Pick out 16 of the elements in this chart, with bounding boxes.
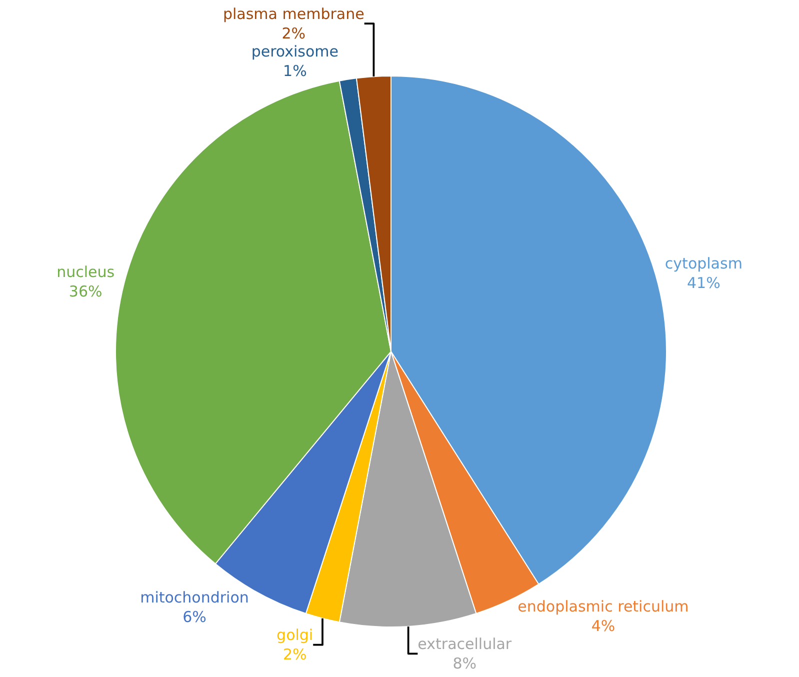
slice-label: mitochondrion bbox=[140, 588, 249, 607]
data-label: 6% bbox=[182, 608, 206, 626]
slice-label: endoplasmic reticulum bbox=[518, 597, 689, 616]
slice-label: cytoplasm bbox=[664, 254, 742, 272]
slice-label: plasma membrane bbox=[222, 4, 364, 23]
data-label: 1% bbox=[283, 62, 307, 80]
data-label: 4% bbox=[591, 616, 616, 635]
slice-label: golgi bbox=[276, 626, 314, 644]
data-label: 2% bbox=[282, 24, 306, 42]
data-label: 8% bbox=[452, 654, 477, 672]
slice-label: nucleus bbox=[56, 263, 115, 282]
data-label: 2% bbox=[282, 646, 307, 664]
slice-label: peroxisome bbox=[251, 42, 339, 60]
slice-label: extracellular bbox=[418, 634, 512, 653]
data-label: 41% bbox=[687, 274, 720, 292]
data-label: 36% bbox=[68, 282, 102, 301]
